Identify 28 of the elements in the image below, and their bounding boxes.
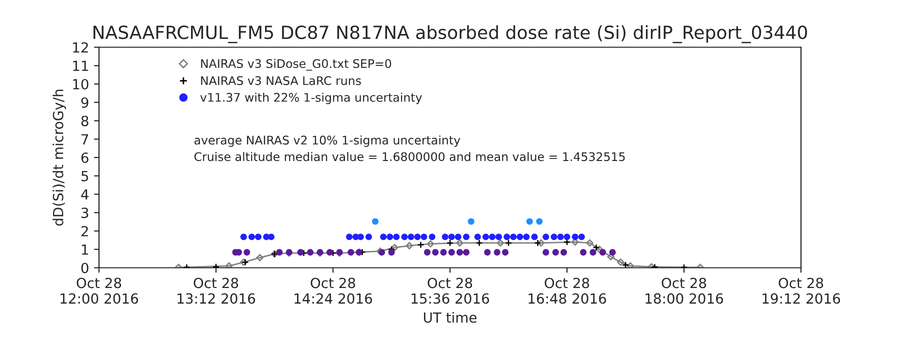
x-tick-label: Oct 28 16:48 2016 xyxy=(528,278,606,304)
chart-title: NASAAFRCMUL_FM5 DC87 N817NA absorbed dose rate (Si) dirIP_Report_03440 xyxy=(94,25,808,44)
y-tick-label: 12 xyxy=(73,42,88,53)
annotation: average NAIRAS v2 10% 1-sigma uncertainty xyxy=(194,135,460,147)
y-axis-title: dD(Si)/dt microGy/h xyxy=(52,90,66,226)
y-tick-label: 1 xyxy=(82,244,88,255)
y-tick-label: 7 xyxy=(82,134,88,144)
x-tick-label: Oct 28 12:00 2016 xyxy=(60,278,138,304)
y-tick-label: 4 xyxy=(81,189,88,200)
y-tick-label: 11 xyxy=(73,60,88,71)
x-tick-label: Oct 28 13:12 2016 xyxy=(178,278,256,304)
legend-label: NAIRAS v3 SiDose_G0.txt SEP=0 xyxy=(201,58,392,71)
x-tick-label: Oct 28 18:00 2016 xyxy=(646,278,724,304)
y-tick-label: 5 xyxy=(82,171,88,182)
y-tick-label: 2 xyxy=(81,226,88,236)
y-tick-label: 8 xyxy=(81,116,88,126)
y-tick-label: 9 xyxy=(81,97,88,108)
annotation: Cruise altitude median value = 1.6800000 and mean value = 1.4532515 xyxy=(194,152,625,162)
legend-label: NAIRAS v3 NASA LaRC runs xyxy=(201,76,361,86)
x-tick-label: Oct 28 14:24 2016 xyxy=(294,278,372,304)
legend-label: v11.37 with 22% 1-sigma uncertainty xyxy=(200,92,422,104)
x-tick-label: Oct 28 15:36 2016 xyxy=(412,278,490,304)
y-tick-label: 0 xyxy=(81,262,88,274)
y-tick-label: 3 xyxy=(82,208,88,218)
x-tick-label: Oct 28 19:12 2016 xyxy=(762,278,840,304)
y-tick-label: 6 xyxy=(81,152,88,163)
y-tick-label: 10 xyxy=(73,78,88,90)
x-axis-title: UT time xyxy=(424,312,476,323)
